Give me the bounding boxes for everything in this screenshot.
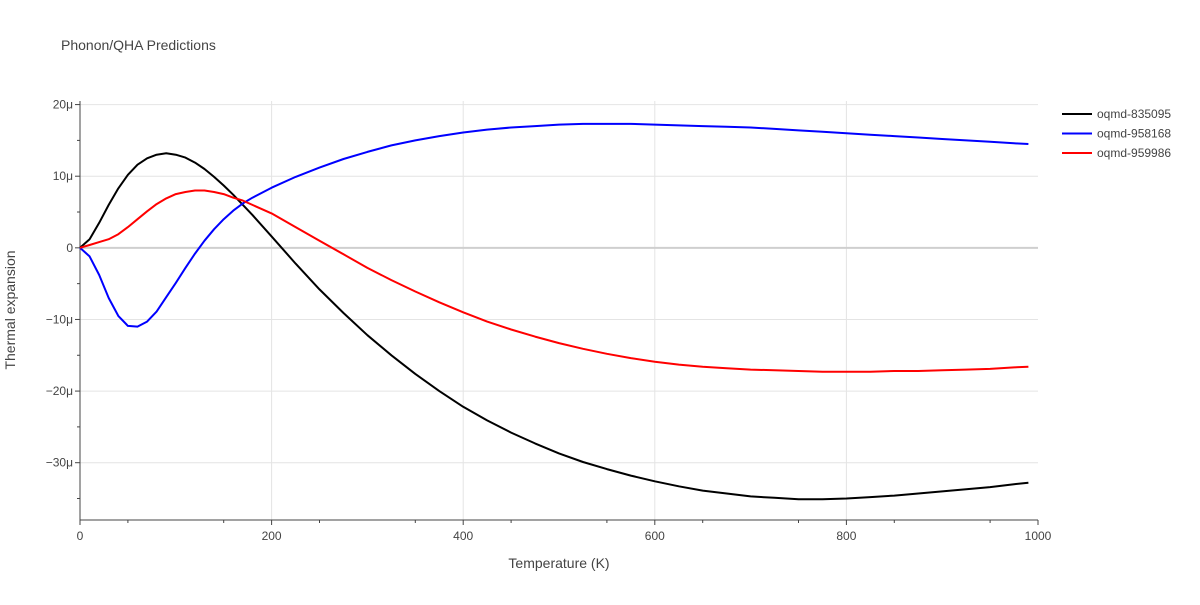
x-tick-label: 1000	[1025, 529, 1052, 543]
x-axis-title: Temperature (K)	[508, 555, 609, 571]
chart-title: Phonon/QHA Predictions	[61, 37, 216, 53]
y-tick-label: −10μ	[46, 312, 73, 326]
x-tick-label: 600	[645, 529, 665, 543]
legend-label: oqmd-835095	[1097, 107, 1171, 121]
y-tick-label: −30μ	[46, 456, 73, 470]
y-axis-title: Thermal expansion	[2, 250, 18, 369]
series-lines	[79, 122, 1029, 501]
legend-label: oqmd-959986	[1097, 146, 1171, 160]
y-tick-label: 20μ	[53, 98, 73, 112]
x-tick-label: 400	[453, 529, 473, 543]
series-line-oqmd-959986	[79, 189, 1029, 373]
legend-label: oqmd-958168	[1097, 127, 1171, 141]
series-line-oqmd-958168	[79, 122, 1029, 328]
axes: 0 200 400 600 800 1000 −30μ −20μ −10μ 0 10μ 20μ	[46, 98, 1052, 543]
x-tick-label: 800	[836, 529, 856, 543]
x-tick-label: 200	[262, 529, 282, 543]
legend-item-oqmd-958168[interactable]: oqmd-958168	[1062, 127, 1171, 141]
y-tick-label: 10μ	[53, 169, 73, 183]
y-tick-label: 0	[66, 241, 73, 255]
legend[interactable]: oqmd-835095 oqmd-958168 oqmd-959986	[1062, 107, 1171, 160]
grid	[80, 101, 1038, 520]
x-tick-label: 0	[77, 529, 84, 543]
legend-item-oqmd-959986[interactable]: oqmd-959986	[1062, 146, 1171, 160]
y-tick-label: −20μ	[46, 384, 73, 398]
series-line-oqmd-835095	[79, 152, 1029, 501]
legend-item-oqmd-835095[interactable]: oqmd-835095	[1062, 107, 1171, 121]
